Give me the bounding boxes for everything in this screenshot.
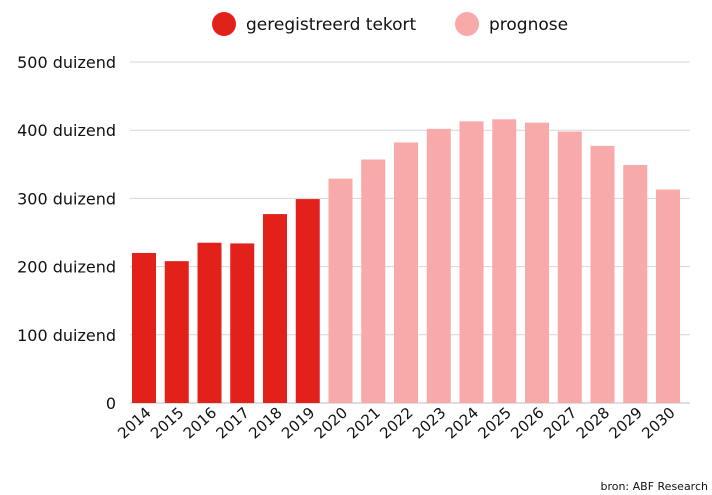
y-tick-label-100: 100 duizend	[17, 326, 116, 345]
x-tick-label-2026: 2026	[507, 404, 547, 443]
bar-forecast-2025	[492, 119, 517, 404]
bar-registered-2016	[197, 242, 222, 403]
legend-swatch-forecast	[455, 12, 479, 36]
bar-forecast-2029	[623, 164, 648, 403]
bar-forecast-2026	[525, 122, 549, 403]
x-tick-label-2019: 2019	[278, 404, 318, 443]
bar-forecast-2020	[328, 178, 353, 403]
x-tick-label-2022: 2022	[376, 404, 416, 443]
bar-forecast-2027	[557, 131, 582, 403]
x-tick-label-2027: 2027	[540, 404, 580, 443]
bar-forecast-2030	[656, 189, 680, 403]
y-tick-label-500: 500 duizend	[17, 53, 116, 72]
bar-forecast-2021	[361, 159, 386, 403]
y-tick-label-200: 200 duizend	[17, 258, 116, 277]
x-tick-label-2018: 2018	[245, 404, 285, 443]
y-tick-label-300: 300 duizend	[17, 189, 116, 208]
bar-registered-2015	[164, 261, 189, 403]
bar-forecast-2024	[459, 121, 484, 404]
bar-forecast-2028	[590, 145, 615, 404]
x-tick-label-2014: 2014	[114, 404, 154, 443]
y-tick-label-0: 0	[106, 394, 116, 413]
x-tick-label-2023: 2023	[409, 404, 449, 443]
y-axis-labels: 0 100 duizend 200 duizend 300 duizend 400 du…	[17, 53, 116, 413]
bars	[132, 119, 680, 404]
bar-forecast-2023	[426, 128, 451, 403]
legend-swatch-registered	[212, 12, 236, 36]
source-label: bron: ABF Research	[600, 480, 708, 493]
x-tick-label-2021: 2021	[344, 404, 384, 443]
chart-legend: geregistreerd tekort prognose	[212, 12, 568, 36]
bar-registered-2017	[230, 243, 255, 403]
x-tick-label-2024: 2024	[442, 404, 482, 443]
x-tick-label-2025: 2025	[475, 404, 515, 443]
x-tick-label-2015: 2015	[147, 404, 187, 443]
x-tick-label-2029: 2029	[606, 404, 646, 443]
bar-registered-2019	[295, 199, 320, 403]
legend-label-forecast: prognose	[489, 15, 568, 35]
legend-label-registered: geregistreerd tekort	[246, 15, 417, 35]
x-tick-label-2028: 2028	[573, 404, 613, 443]
x-axis-labels: 2014201520162017201820192020202120222023…	[114, 404, 678, 443]
y-tick-label-400: 400 duizend	[17, 121, 116, 140]
bar-forecast-2022	[394, 142, 418, 403]
x-tick-label-2017: 2017	[213, 404, 253, 443]
bar-registered-2018	[263, 214, 287, 403]
bar-registered-2014	[132, 252, 156, 403]
x-tick-label-2016: 2016	[180, 404, 220, 443]
x-tick-label-2030: 2030	[638, 404, 678, 443]
x-tick-label-2020: 2020	[311, 404, 351, 443]
